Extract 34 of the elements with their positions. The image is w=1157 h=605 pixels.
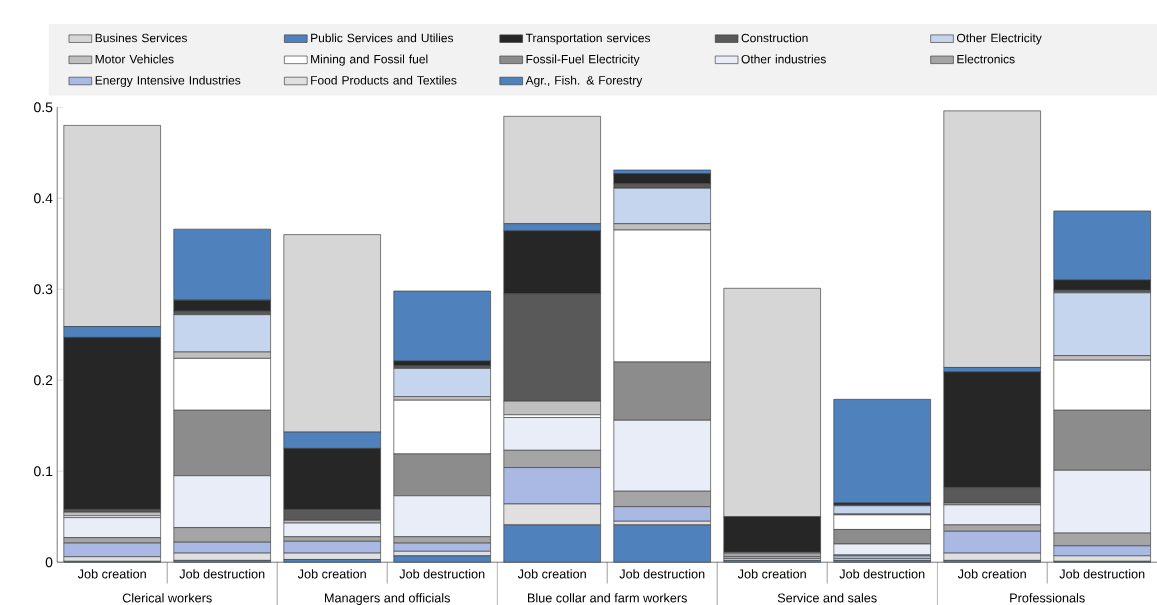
legend-label: Other Electricity (956, 33, 1042, 45)
legend-label: Energy Intensive Industries (95, 75, 241, 87)
x-tick-label: Job creation (297, 569, 366, 579)
y-tick-label: 0.1 (34, 466, 53, 477)
text: Clerical workers (122, 593, 212, 603)
text: Managers and officials (325, 593, 450, 605)
text: Service and sales (777, 593, 877, 603)
text: Blue collar and farm workers (528, 593, 687, 603)
legend-label: Food Products and Textiles (311, 75, 457, 85)
y-tick-label: 0.3 (34, 284, 53, 295)
x-tick-label: Job creation (77, 569, 146, 579)
legend-label: Busines Services (95, 33, 187, 43)
x-tick-label: Job creation (957, 569, 1026, 579)
x-tick-label: Job creation (517, 569, 586, 579)
y-tick-label: 0.5 (34, 102, 53, 113)
text: Professionals (1010, 593, 1085, 603)
y-tick-label: 0.2 (34, 375, 53, 386)
x-tick-label: Job destruction (1059, 569, 1145, 579)
x-tick-label: Job destruction (179, 569, 265, 579)
legend-label: Agr., Fish. & Forestry (525, 75, 643, 87)
y-tick-label: 0.4 (34, 193, 53, 204)
x-tick-label: Job creation (737, 569, 806, 579)
x-tick-label: Job destruction (619, 569, 705, 579)
legend-label: Transportation services (525, 33, 651, 45)
legend-label: Public Services and Utilies (311, 33, 454, 43)
y-tick-label: 0 (45, 557, 53, 568)
x-tick-label: Job destruction (399, 569, 485, 579)
x-tick-label: Job destruction (839, 569, 925, 579)
legend-label: Mining and Fossil fuel (311, 54, 428, 66)
legend-label: Fossil-Fuel Electricity (526, 54, 640, 66)
legend-label: Motor Vehicles (95, 54, 174, 64)
legend-label: Construction (741, 33, 808, 43)
legend-label: Electronics (957, 54, 1015, 64)
legend-label: Other industries (741, 54, 826, 64)
